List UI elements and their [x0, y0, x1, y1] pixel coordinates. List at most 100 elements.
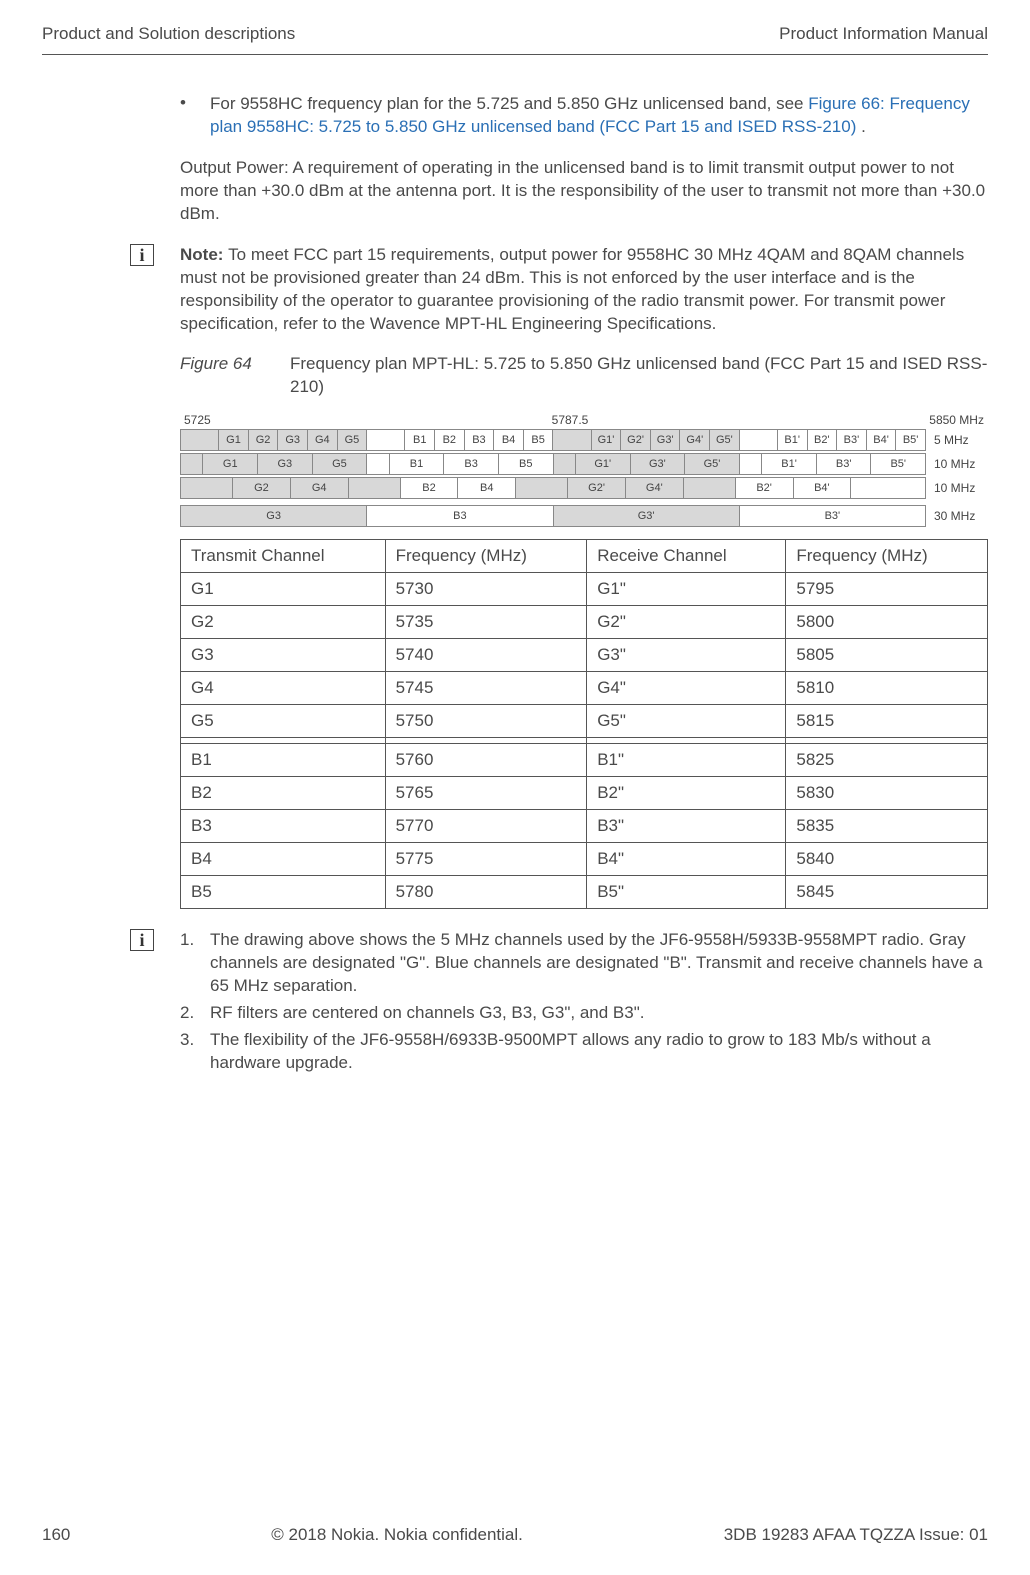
cell: G1 [203, 454, 258, 474]
cell: B5 [499, 454, 554, 474]
td: 5800 [786, 606, 988, 639]
cell: B1' [762, 454, 817, 474]
table-row: B25765B2"5830 [181, 777, 988, 810]
frequency-table: Transmit Channel Frequency (MHz) Receive… [180, 539, 988, 909]
td: 5825 [786, 744, 988, 777]
td: 5805 [786, 639, 988, 672]
cell: G1' [576, 454, 631, 474]
figure-number: Figure 64 [180, 353, 290, 399]
note-label: Note: [180, 245, 228, 264]
td: G1" [587, 573, 786, 606]
td: B1 [181, 744, 386, 777]
table-header-row: Transmit Channel Frequency (MHz) Receive… [181, 540, 988, 573]
td: 5740 [385, 639, 587, 672]
note-block: i Note: To meet FCC part 15 requirements… [130, 244, 988, 336]
td: 5830 [786, 777, 988, 810]
bullet-text: For 9558HC frequency plan for the 5.725 … [210, 93, 988, 139]
cell: G3' [651, 430, 681, 450]
cell: B2 [401, 478, 459, 498]
td: B5 [181, 876, 386, 909]
table-row: B45775B4"5840 [181, 843, 988, 876]
main-content: • For 9558HC frequency plan for the 5.72… [180, 93, 988, 1079]
cell: B1 [405, 430, 435, 450]
bullet-marker: • [180, 93, 210, 139]
cell: B4' [867, 430, 897, 450]
td: G5" [587, 705, 786, 738]
freq-row-10mhz-b: G2 G4 B2 B4 G2' G4' B2' B4' 10 MHz [180, 477, 988, 499]
cell: G4 [308, 430, 338, 450]
td: G2" [587, 606, 786, 639]
cell: B5' [896, 430, 926, 450]
cell: G3 [181, 506, 367, 526]
cell: G1' [592, 430, 622, 450]
cell: B3 [444, 454, 499, 474]
td: G1 [181, 573, 386, 606]
freq-mid: 5787.5 [552, 413, 589, 427]
table-row: G25735G2"5800 [181, 606, 988, 639]
header-left: Product and Solution descriptions [42, 24, 295, 44]
page-footer: 160 © 2018 Nokia. Nokia confidential. 3D… [42, 1525, 988, 1545]
td: B5" [587, 876, 786, 909]
table-row: B55780B5"5845 [181, 876, 988, 909]
cell: G3 [258, 454, 313, 474]
list-item: 2.RF filters are centered on channels G3… [180, 1002, 988, 1025]
bullet-item: • For 9558HC frequency plan for the 5.72… [180, 93, 988, 139]
cell: G1 [219, 430, 249, 450]
table-row: G55750G5"5815 [181, 705, 988, 738]
td: 5730 [385, 573, 587, 606]
td: G2 [181, 606, 386, 639]
page-number: 160 [42, 1525, 70, 1545]
cell: B5 [524, 430, 554, 450]
cell: G4 [291, 478, 349, 498]
cell: G5' [710, 430, 740, 450]
cell: G3' [631, 454, 686, 474]
td: G4" [587, 672, 786, 705]
td: 5815 [786, 705, 988, 738]
note-text: To meet FCC part 15 requirements, output… [180, 245, 964, 333]
cell: G3' [554, 506, 740, 526]
td: 5735 [385, 606, 587, 639]
header-rule [42, 54, 988, 55]
cell: B4' [794, 478, 852, 498]
td: B2 [181, 777, 386, 810]
cell: G4' [680, 430, 710, 450]
th: Transmit Channel [181, 540, 386, 573]
td: 5770 [385, 810, 587, 843]
cell: B2' [808, 430, 838, 450]
cell: B3' [817, 454, 872, 474]
td: 5775 [385, 843, 587, 876]
table-row: G45745G4"5810 [181, 672, 988, 705]
footer-center: © 2018 Nokia. Nokia confidential. [271, 1525, 523, 1545]
freq-left: 5725 [184, 413, 211, 427]
td: G3" [587, 639, 786, 672]
td: 5765 [385, 777, 587, 810]
freq-row-10mhz-a: G1 G3 G5 B1 B3 B5 G1' G3' G5' B1' B3' B5… [180, 453, 988, 475]
table-row: G15730G1"5795 [181, 573, 988, 606]
info-list-block: i 1.The drawing above shows the 5 MHz ch… [130, 929, 988, 1079]
td: B4 [181, 843, 386, 876]
td: G3 [181, 639, 386, 672]
header-right: Product Information Manual [779, 24, 988, 44]
figure-caption: Figure 64 Frequency plan MPT-HL: 5.725 t… [180, 353, 988, 399]
info-icon: i [130, 929, 154, 951]
list-item: 3.The flexibility of the JF6-9558H/6933B… [180, 1029, 988, 1075]
cell: G4' [626, 478, 684, 498]
freq-row-30mhz: G3 B3 G3' B3' 30 MHz [180, 505, 988, 527]
td: 5760 [385, 744, 587, 777]
td: G5 [181, 705, 386, 738]
footer-right: 3DB 19283 AFAA TQZZA Issue: 01 [724, 1525, 988, 1545]
freq-right: 5850 MHz [929, 413, 984, 427]
td: 5745 [385, 672, 587, 705]
freq-row-5mhz: G1 G2 G3 G4 G5 B1 B2 B3 B4 B5 G1' G2' G3… [180, 429, 988, 451]
cell: B5' [871, 454, 926, 474]
note-body: Note: To meet FCC part 15 requirements, … [180, 244, 988, 336]
cell: B3' [740, 506, 926, 526]
list-text: RF filters are centered on channels G3, … [210, 1002, 644, 1025]
row-label: 5 MHz [926, 429, 988, 451]
cell: G5 [313, 454, 368, 474]
cell: B4 [458, 478, 516, 498]
td: 5750 [385, 705, 587, 738]
bullet-tail: . [856, 117, 865, 136]
td: B1" [587, 744, 786, 777]
list-item: 1.The drawing above shows the 5 MHz chan… [180, 929, 988, 998]
